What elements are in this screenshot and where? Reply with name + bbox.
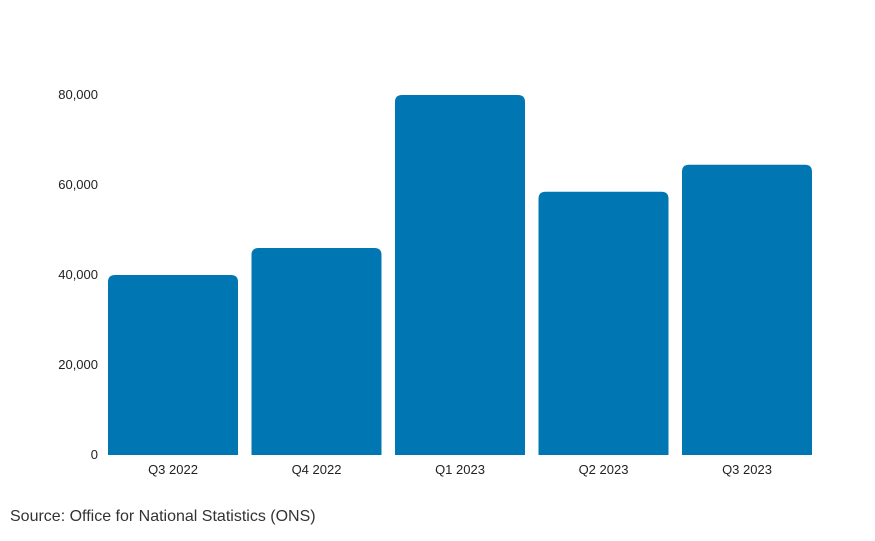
bar-q3-2022 [108,275,238,455]
x-axis-tick-labels: Q3 2022 Q4 2022 Q1 2023 Q2 2023 Q3 2023 [148,462,772,477]
y-tick-label: 40,000 [58,267,98,282]
bar-chart: 0 20,000 40,000 60,000 80,000 Q3 2022 Q4 2022… [58,87,812,477]
x-tick-label: Q4 2022 [292,462,342,477]
y-tick-label: 80,000 [58,87,98,102]
bar-q4-2022 [251,248,382,455]
x-tick-label: Q3 2023 [722,462,772,477]
bar-q1-2023 [395,95,525,455]
bar-q3-2023 [682,164,812,455]
bar-q2-2023 [538,191,669,455]
y-axis-tick-labels: 0 20,000 40,000 60,000 80,000 [58,87,98,462]
y-tick-label: 0 [91,447,98,462]
x-tick-label: Q1 2023 [435,462,485,477]
bars [108,95,812,455]
source-note: Source: Office for National Statistics (… [10,508,316,525]
x-tick-label: Q2 2023 [579,462,629,477]
x-tick-label: Q3 2022 [148,462,198,477]
y-tick-label: 20,000 [58,357,98,372]
y-tick-label: 60,000 [58,177,98,192]
